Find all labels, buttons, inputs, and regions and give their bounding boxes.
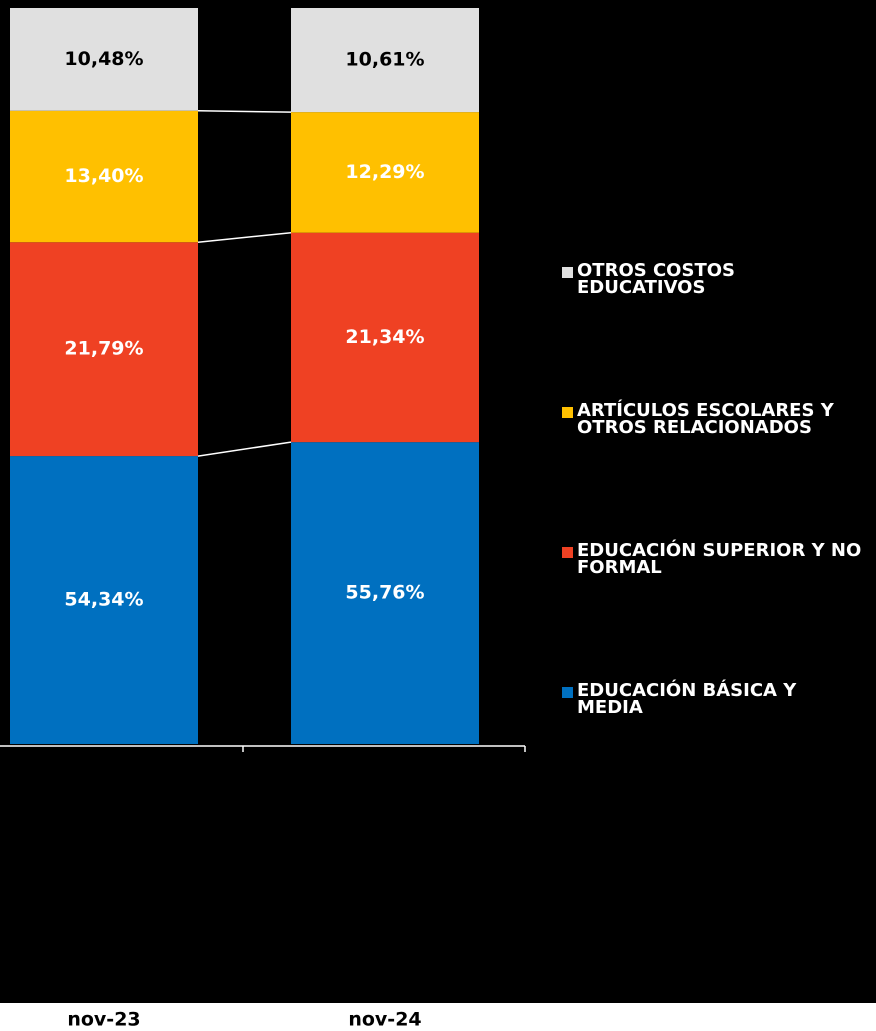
bar-segment: [291, 112, 479, 233]
legend-item: EDUCACIÓN SUPERIOR Y NO FORMAL: [562, 540, 862, 578]
bar-segment: [291, 8, 479, 113]
bar-segment: [10, 456, 198, 744]
bar-segment: [10, 242, 198, 457]
legend-swatch: [562, 547, 573, 558]
footer: [0, 1003, 876, 1031]
connector: [197, 441, 292, 457]
legend-label: OTROS COSTOS EDUCATIVOS: [577, 260, 735, 298]
x-tick-label: nov-24: [348, 1009, 421, 1031]
legend-item: ARTÍCULOS ESCOLARES Y OTROS RELACIONADOS: [562, 400, 862, 438]
legend-swatch: [562, 407, 573, 418]
legend-label: EDUCACIÓN SUPERIOR Y NO FORMAL: [577, 540, 862, 578]
value-label: 54,34%: [64, 589, 143, 611]
value-label: 21,34%: [345, 326, 424, 348]
connector: [197, 231, 292, 243]
legend-swatch: [562, 267, 573, 278]
bar-segment: [291, 232, 479, 443]
value-label: 21,79%: [64, 338, 143, 360]
value-label: 10,61%: [345, 49, 424, 71]
connector: [197, 109, 292, 113]
legend-label: ARTÍCULOS ESCOLARES Y OTROS RELACIONADOS: [577, 400, 834, 438]
legend-swatch: [562, 687, 573, 698]
value-label: 13,40%: [64, 165, 143, 187]
value-label: 10,48%: [64, 48, 143, 70]
legend-item: OTROS COSTOS EDUCATIVOS: [562, 260, 862, 298]
bar-segment: [10, 110, 198, 243]
bar-segment: [291, 442, 479, 744]
legend-label: EDUCACIÓN BÁSICA Y MEDIA: [577, 680, 797, 718]
value-label: 55,76%: [345, 582, 424, 604]
bar-segment: [10, 8, 198, 111]
legend-item: EDUCACIÓN BÁSICA Y MEDIA: [562, 680, 862, 718]
x-tick-label: nov-23: [67, 1009, 140, 1031]
value-label: 12,29%: [345, 161, 424, 183]
